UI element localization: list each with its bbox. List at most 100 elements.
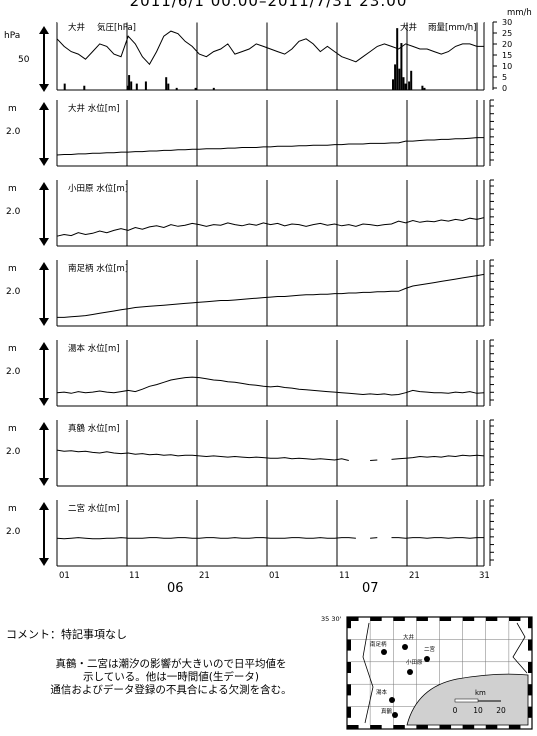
panel-tick-label: 2.0 (6, 447, 21, 457)
rain-bar (165, 77, 168, 90)
map-border-tick (370, 725, 382, 729)
map-boundary (362, 622, 374, 724)
map-border-tick (347, 639, 351, 651)
water-level-line (56, 537, 356, 540)
rain-bar (135, 83, 138, 90)
map-border-tick (416, 725, 428, 729)
map-station-dot (392, 712, 398, 718)
map-border-tick (508, 725, 521, 729)
scale-arrow (39, 342, 49, 406)
map-border-tick (347, 684, 351, 696)
arrow-head-down (39, 238, 49, 246)
arrow-head-up (39, 102, 49, 110)
rain-bar (394, 64, 397, 90)
rain-bar (194, 87, 197, 90)
pressure-station-label: 大井 (68, 22, 85, 33)
rain-tick-label: 10 (502, 62, 512, 71)
map-border-tick (393, 617, 405, 621)
pressure-tick-label: 50 (18, 55, 30, 65)
rain-bar (402, 77, 405, 90)
rain-bar (128, 75, 131, 90)
map-scale-segment (454, 698, 479, 703)
comment-text: コメント：特記事項なし (6, 628, 127, 641)
map-scale-tick: 10 (473, 706, 483, 715)
rain-bar (392, 79, 394, 90)
map-station-label: 南足柄 (370, 640, 387, 648)
rain-bar (212, 87, 215, 90)
rain-bar (421, 85, 424, 90)
rain-tick-label: 15 (502, 51, 512, 60)
map-station-label: 小田原 (406, 658, 423, 666)
map-border-tick (347, 661, 351, 673)
water-level-line (370, 537, 378, 539)
arrow-head-up (39, 262, 49, 270)
rain-unit: mm/h (507, 8, 532, 18)
note-line: 真鶴・二宮は潮汐の影響が大きいので日平均値を (55, 658, 287, 670)
panel-title: 小田原 水位[m] (68, 183, 128, 194)
x-tick-label: 21 (409, 571, 420, 581)
scale-arrow (39, 502, 49, 566)
map-station-dot (424, 656, 430, 662)
arrow-head-up (39, 26, 49, 34)
map-border-tick (416, 617, 428, 621)
rain-bar (63, 83, 66, 90)
panel-tick-label: 2.0 (6, 207, 21, 217)
pressure-line (56, 30, 484, 66)
rain-tick-label: 25 (502, 29, 512, 38)
pressure-unit: hPa (4, 31, 20, 41)
panel-unit: m (8, 104, 17, 114)
scale-arrow (39, 182, 49, 246)
scale-arrow (39, 262, 49, 326)
month-label: 07 (362, 581, 379, 596)
map-border-tick (347, 617, 359, 621)
rain-bar (410, 70, 413, 90)
arrow-head-up (39, 502, 49, 510)
map-station-label: 湯本 (376, 688, 388, 696)
panel-unit: m (8, 344, 17, 354)
map-station-label: 二宮 (424, 645, 436, 653)
panel-title: 真鶴 水位[m] (68, 423, 120, 434)
rain-tick-label: 0 (502, 84, 507, 93)
map-station-dot (389, 697, 395, 703)
map-border-tick (393, 725, 405, 729)
map-border-tick (508, 617, 521, 621)
rain-bar (167, 83, 170, 90)
rain-bar (398, 68, 401, 90)
note-line: 通信およびデータ登録の不具合による欠測を含む。 (50, 684, 292, 696)
arrow-head-up (39, 422, 49, 430)
rain-bar (423, 87, 426, 90)
panel-unit: m (8, 504, 17, 514)
rain-bar (408, 81, 411, 90)
map-boundary (512, 622, 528, 674)
map-station-label: 真鶴 (381, 707, 393, 715)
notes-block: 真鶴・二宮は潮汐の影響が大きいので日平均値を 示している。他は一時間値(生データ… (6, 658, 336, 697)
map-scale-tick: 20 (496, 706, 506, 715)
x-tick-label: 11 (339, 571, 350, 581)
rain-bar (130, 81, 133, 90)
map-border-tick (528, 684, 532, 696)
month-label: 06 (167, 581, 184, 596)
arrow-head-down (39, 398, 49, 406)
panel-title: 大井 水位[m] (68, 103, 120, 114)
panel-tick-label: 2.0 (6, 527, 21, 537)
map-border-tick (462, 725, 475, 729)
map-scale-tick: 0 (453, 706, 458, 715)
water-level-line (391, 454, 485, 460)
map-station-dot (381, 649, 387, 655)
water-level-line (57, 273, 485, 318)
x-tick-label: 21 (199, 571, 210, 581)
water-level-line (370, 459, 378, 461)
rain-tick-label: 5 (502, 73, 507, 82)
map-border-tick (370, 617, 382, 621)
arrow-head-down (39, 158, 49, 166)
map-border-tick (528, 639, 532, 651)
water-level-line (56, 137, 484, 156)
arrow-head-down (39, 478, 49, 486)
rain-bar (400, 43, 403, 90)
map-border-tick (462, 617, 475, 621)
panel-tick-label: 2.0 (6, 127, 21, 137)
rain-bar (396, 28, 399, 91)
scale-arrow (39, 422, 49, 486)
water-level-line (391, 537, 484, 539)
rain-series-label: 雨量[mm/h] (428, 23, 476, 33)
